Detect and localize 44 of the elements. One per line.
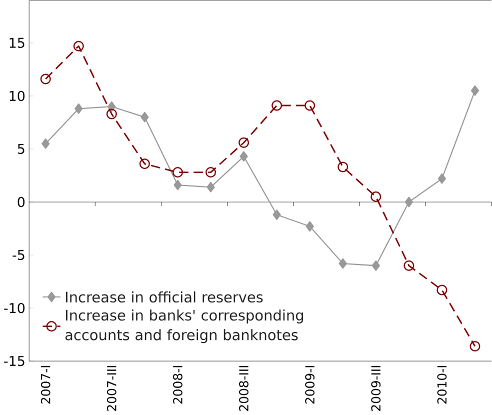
y-tick-label: 0 [18, 196, 25, 207]
point [304, 100, 316, 111]
point [42, 138, 50, 149]
x-tick-label: 2007-I [40, 366, 50, 404]
point [73, 40, 84, 52]
x-tick-label: 2008-I [173, 366, 182, 404]
point [106, 108, 117, 120]
x-tick-label: 2008-III [239, 366, 248, 411]
point [74, 103, 83, 114]
x-tick-label: 2010-I [437, 366, 447, 404]
point [205, 166, 216, 178]
point [40, 74, 51, 84]
y-tick-label: 10 [10, 90, 25, 101]
point [338, 258, 347, 269]
point [338, 162, 348, 172]
y-tick-label: -10 [4, 302, 25, 314]
point [306, 221, 314, 232]
point [172, 166, 183, 178]
x-tick-label: 2007-III [106, 366, 116, 411]
legend-label: Increase in banks' corresponding accounts and foreign banknotes [65, 309, 304, 344]
point [438, 173, 446, 184]
point [108, 101, 116, 112]
point [174, 180, 182, 190]
point [436, 284, 448, 296]
point [238, 137, 250, 148]
y-tick-label: 5 [18, 144, 24, 154]
x-tick-label: 2009-III [371, 366, 381, 411]
point [272, 100, 282, 111]
point [139, 158, 150, 169]
y-tick-label: -5 [12, 250, 24, 260]
point [240, 151, 248, 162]
point [272, 209, 281, 220]
point [370, 191, 382, 202]
x-tick-label: 2009-I [305, 366, 315, 404]
point [140, 112, 149, 122]
point [206, 182, 215, 192]
point [470, 340, 480, 352]
point [372, 260, 380, 271]
legend-label: Increase in official reserves [66, 291, 263, 302]
point [404, 196, 413, 208]
y-tick-label: 15 [10, 38, 24, 48]
point [470, 85, 480, 96]
y-tick-label: -15 [4, 356, 24, 366]
point [404, 260, 414, 271]
